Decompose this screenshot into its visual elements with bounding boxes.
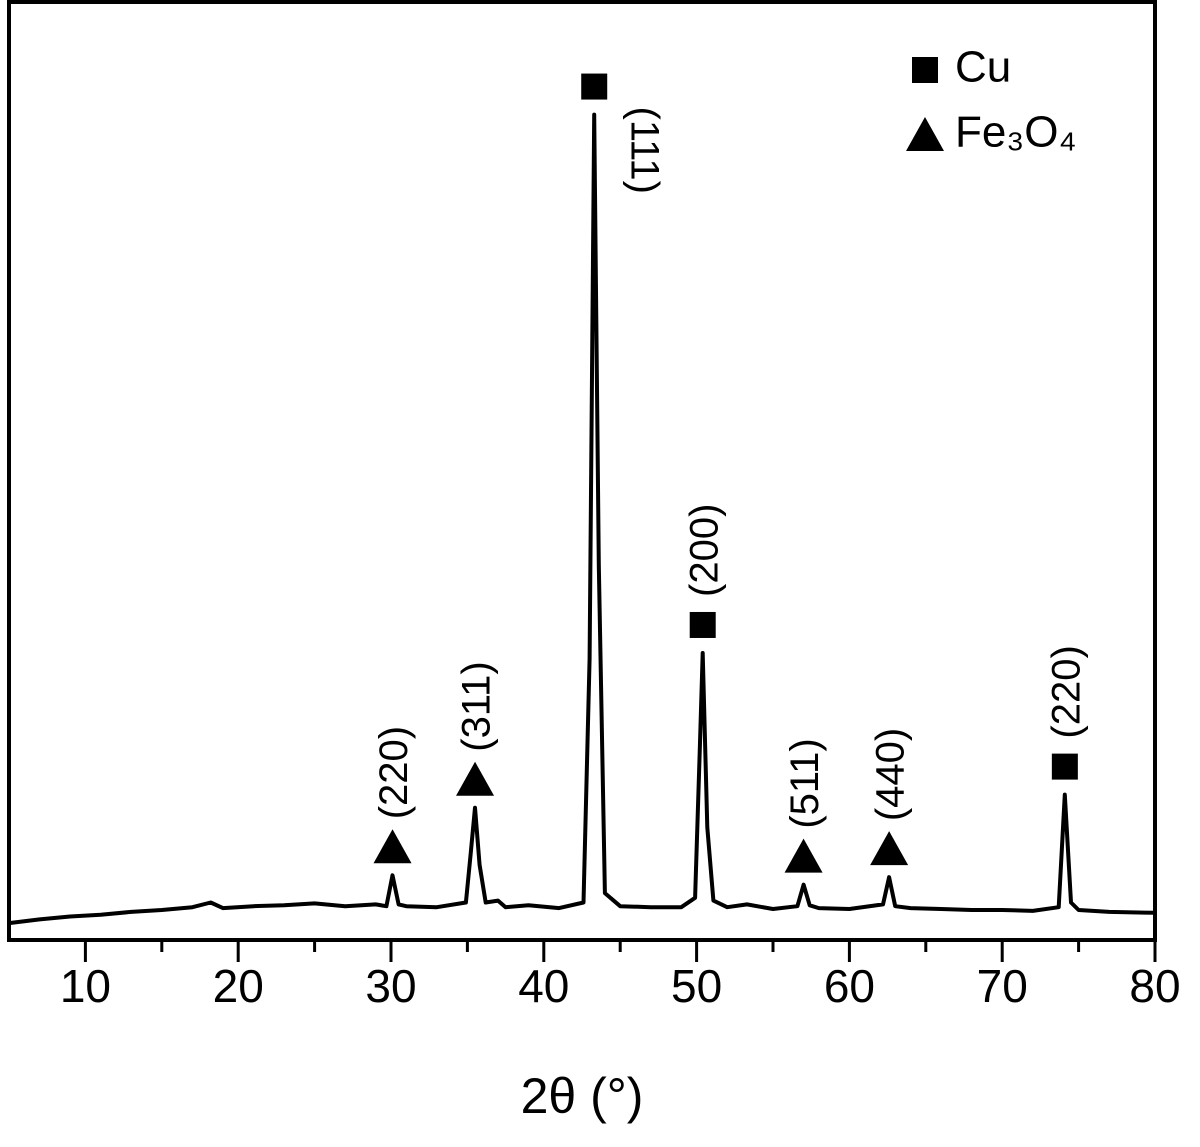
legend-label: Fe₃O₄ (955, 108, 1076, 157)
peak-marker (689, 611, 716, 638)
legend-marker (906, 117, 944, 151)
x-tick-label: 30 (365, 960, 416, 1012)
legend-marker (912, 57, 938, 83)
peak-label: (220) (1044, 645, 1088, 738)
peak-label: (311) (455, 661, 499, 751)
peak-marker (456, 761, 495, 796)
peak-label: (200) (682, 504, 726, 597)
peak-marker (870, 831, 909, 866)
peak-label: (111) (623, 107, 667, 194)
peak-label: (511) (783, 738, 827, 828)
x-tick-label: 70 (977, 960, 1028, 1012)
x-axis-label: 2θ (°) (521, 1068, 644, 1124)
peak-marker (784, 838, 823, 873)
x-tick-label: 60 (824, 960, 875, 1012)
peak-marker (373, 829, 412, 864)
xrd-line (8, 112, 1156, 926)
peak-marker (1051, 753, 1078, 780)
x-tick-label: 20 (213, 960, 264, 1012)
legend-label: Cu (955, 43, 1011, 92)
plot-frame (7, 0, 1157, 942)
x-tick-label: 50 (671, 960, 722, 1012)
x-tick-label: 10 (60, 960, 111, 1012)
peak-label: (440) (869, 728, 913, 821)
peak-label: (220) (372, 726, 416, 819)
peak-marker (581, 73, 608, 100)
x-tick-label: 40 (518, 960, 569, 1012)
x-tick-label: 80 (1129, 960, 1180, 1012)
